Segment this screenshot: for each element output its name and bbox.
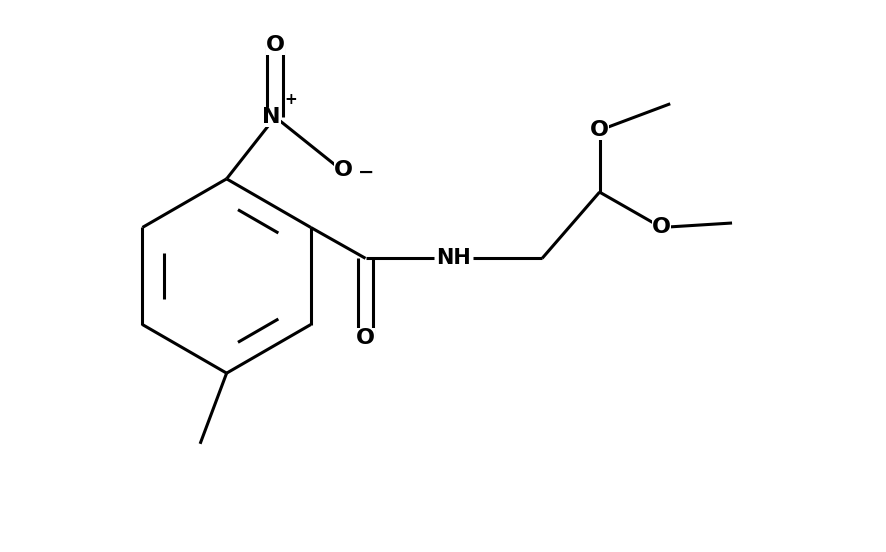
- Text: O: O: [356, 328, 375, 348]
- Text: −: −: [358, 163, 375, 182]
- Text: O: O: [590, 120, 609, 140]
- Text: O: O: [652, 217, 671, 237]
- Text: N: N: [262, 107, 281, 127]
- Text: O: O: [334, 160, 353, 180]
- Text: NH: NH: [437, 248, 471, 268]
- Text: +: +: [284, 92, 298, 107]
- Text: O: O: [266, 35, 284, 55]
